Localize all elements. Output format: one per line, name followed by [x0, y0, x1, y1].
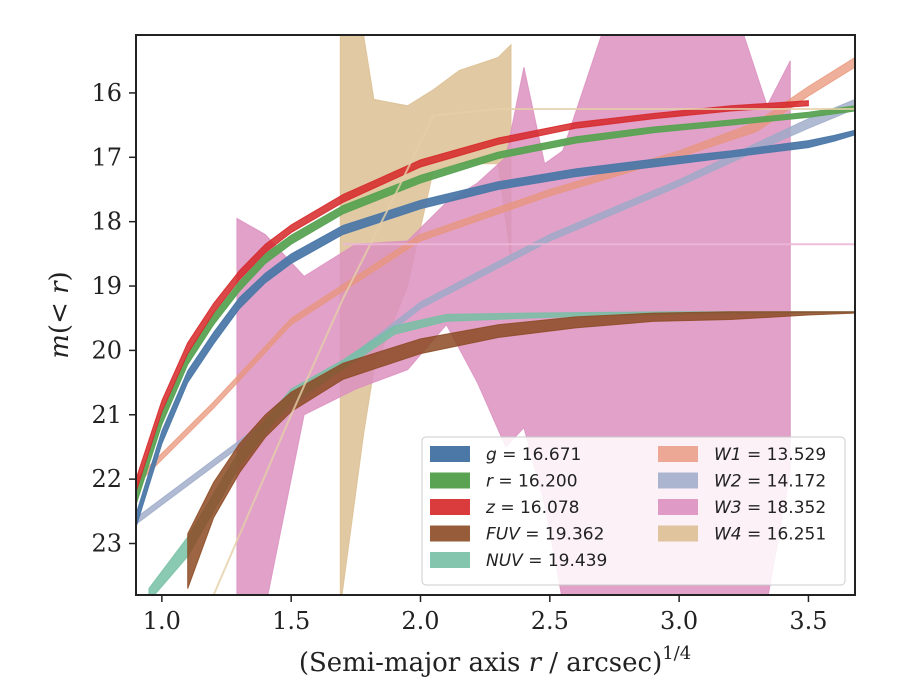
legend-label-w1: W1 = 13.529 — [714, 445, 826, 465]
y-tick-label: 22 — [91, 465, 122, 493]
x-tick-label: 2.0 — [401, 607, 439, 635]
y-tick-label: 21 — [91, 401, 122, 429]
series-band-w1 — [136, 56, 855, 487]
legend-swatch-w1 — [658, 446, 698, 462]
y-tick-label: 16 — [91, 79, 122, 107]
legend-swatch-w4 — [658, 525, 698, 542]
legend-label-w4: W4 = 16.251 — [714, 525, 826, 545]
series-band-g — [136, 129, 855, 528]
y-tick-label: 23 — [91, 530, 122, 558]
legend-swatch-z — [430, 499, 470, 515]
legend-label-nuv: NUV = 19.439 — [486, 551, 607, 571]
legend-swatch-g — [430, 446, 470, 462]
x-axis-label: (Semi-major axis r / arcsec)1/4 — [299, 643, 691, 678]
legend-label-g: g = 16.671 — [486, 445, 581, 465]
legend-label-w3: W3 = 18.352 — [714, 498, 826, 518]
legend-swatch-w2 — [658, 472, 698, 489]
y-tick-label: 18 — [91, 208, 122, 236]
series-line-extra-0 — [212, 108, 855, 595]
y-tick-label: 17 — [91, 143, 122, 171]
plot-frame — [135, 34, 856, 596]
y-tick-label: 19 — [91, 272, 122, 300]
series-band-fuv — [187, 311, 855, 589]
legend-label-w2: W2 = 14.172 — [714, 472, 826, 492]
y-axis-label: m(< r) — [45, 271, 75, 358]
legend-label-z: z = 16.078 — [485, 498, 579, 518]
legend-swatch-r — [430, 472, 470, 489]
legend-label-r: r = 16.200 — [486, 472, 578, 492]
x-tick-label: 3.5 — [789, 607, 827, 635]
x-tick-label: 1.0 — [143, 607, 181, 635]
legend-swatch-w3 — [658, 499, 698, 515]
legend-swatch-nuv — [430, 552, 470, 568]
x-tick-label: 1.5 — [272, 607, 310, 635]
x-tick-label: 2.5 — [531, 607, 569, 635]
series-band-z — [136, 100, 809, 493]
legend-label-fuv: FUV = 19.362 — [486, 525, 604, 545]
x-tick-label: 3.0 — [660, 607, 698, 635]
series-band-r — [136, 105, 855, 506]
legend: g = 16.671 r = 16.200 z = 16.078 FUV = 19.3… — [421, 436, 846, 586]
y-tick-label: 20 — [91, 336, 122, 364]
legend-box — [421, 436, 846, 586]
legend-swatch-fuv — [430, 525, 470, 542]
